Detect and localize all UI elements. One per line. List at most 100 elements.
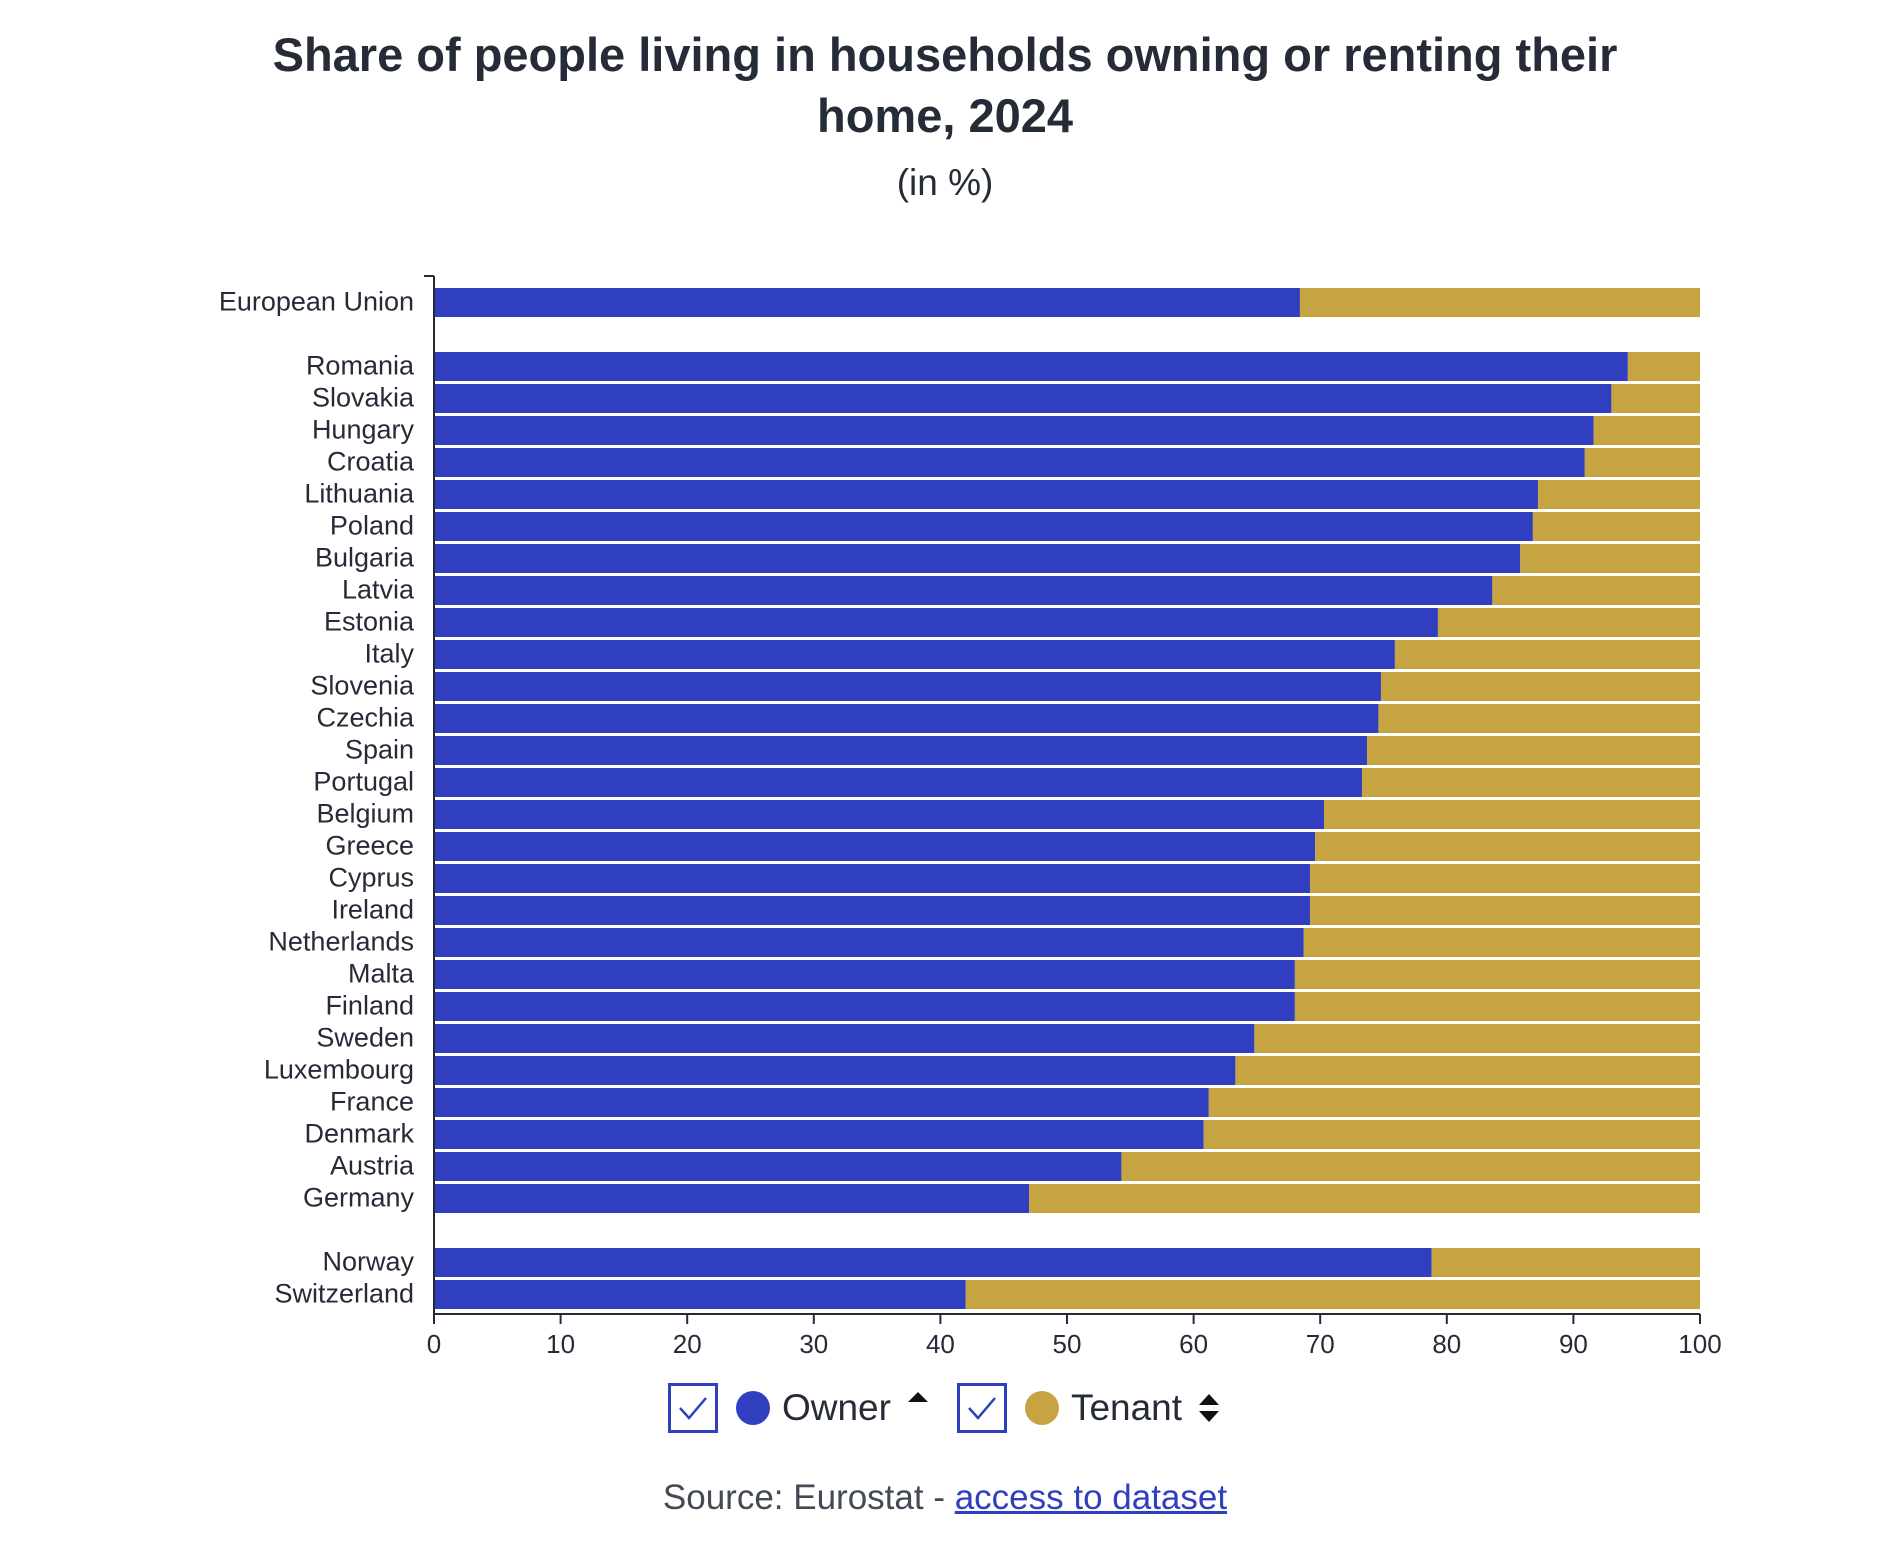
- category-label: Spain: [345, 735, 414, 765]
- bar-owner[interactable]: [434, 640, 1395, 669]
- bar-owner[interactable]: [434, 800, 1324, 829]
- bar-tenant[interactable]: [1315, 832, 1700, 861]
- bar-owner[interactable]: [434, 576, 1493, 605]
- bar-tenant[interactable]: [1323, 800, 1700, 829]
- dataset-link[interactable]: access to dataset: [954, 1478, 1228, 1517]
- category-label: Norway: [322, 1247, 414, 1277]
- x-tick-label: 20: [673, 1329, 702, 1359]
- bar-owner[interactable]: [434, 608, 1438, 637]
- bar-owner[interactable]: [434, 1184, 1030, 1213]
- bar-owner[interactable]: [434, 832, 1316, 861]
- bar-tenant[interactable]: [1361, 768, 1700, 797]
- bar-tenant[interactable]: [1294, 960, 1700, 989]
- bar-owner[interactable]: [434, 1024, 1255, 1053]
- bar-tenant[interactable]: [1303, 928, 1700, 957]
- checkmark-icon: [968, 1397, 996, 1420]
- category-label: Sweden: [316, 1023, 414, 1053]
- bar-tenant[interactable]: [1029, 1184, 1700, 1213]
- bar-owner[interactable]: [434, 704, 1379, 733]
- x-tick-label: 100: [1678, 1329, 1721, 1359]
- bar-tenant[interactable]: [1394, 640, 1700, 669]
- bar-tenant[interactable]: [1121, 1152, 1700, 1181]
- category-label: Finland: [325, 991, 414, 1021]
- bar-tenant[interactable]: [1294, 992, 1700, 1021]
- category-label: Czechia: [316, 703, 415, 733]
- category-label: Poland: [330, 511, 414, 541]
- bar-owner[interactable]: [434, 1152, 1122, 1181]
- bar-owner[interactable]: [434, 928, 1304, 957]
- category-label: Denmark: [304, 1119, 414, 1149]
- bar-owner[interactable]: [434, 384, 1612, 413]
- x-tick-label: 30: [799, 1329, 828, 1359]
- category-label: Slovakia: [312, 383, 415, 413]
- bar-tenant[interactable]: [1492, 576, 1700, 605]
- bar-tenant[interactable]: [965, 1280, 1700, 1309]
- sort-both-icon[interactable]: [1196, 1390, 1222, 1426]
- category-label: France: [330, 1087, 414, 1117]
- bar-tenant[interactable]: [1380, 672, 1700, 701]
- bar-tenant[interactable]: [1627, 352, 1700, 381]
- bar-tenant[interactable]: [1437, 608, 1700, 637]
- bar-owner[interactable]: [434, 288, 1300, 317]
- bar-owner[interactable]: [434, 992, 1295, 1021]
- bar-tenant[interactable]: [1367, 736, 1700, 765]
- bar-owner[interactable]: [434, 352, 1628, 381]
- x-tick-label: 10: [546, 1329, 575, 1359]
- x-tick-label: 70: [1306, 1329, 1335, 1359]
- bar-tenant[interactable]: [1208, 1088, 1700, 1117]
- bar-owner[interactable]: [434, 672, 1381, 701]
- x-tick-label: 80: [1432, 1329, 1461, 1359]
- x-tick-label: 50: [1053, 1329, 1082, 1359]
- bar-tenant[interactable]: [1520, 544, 1700, 573]
- category-label: Croatia: [327, 447, 415, 477]
- bar-owner[interactable]: [434, 416, 1594, 445]
- owner-checkbox[interactable]: [667, 1383, 718, 1433]
- bar-tenant[interactable]: [1584, 448, 1700, 477]
- category-label: Estonia: [324, 607, 415, 637]
- bar-tenant[interactable]: [1532, 512, 1700, 541]
- bar-owner[interactable]: [434, 768, 1362, 797]
- sort-ascending-icon[interactable]: [905, 1390, 931, 1426]
- bar-tenant[interactable]: [1203, 1120, 1700, 1149]
- bar-owner[interactable]: [434, 1056, 1236, 1085]
- bar-tenant[interactable]: [1310, 864, 1700, 893]
- category-label: Belgium: [316, 799, 414, 829]
- bar-owner[interactable]: [434, 480, 1538, 509]
- bar-tenant[interactable]: [1611, 384, 1700, 413]
- stacked-bar-chart: European Union RomaniaSlovakiaHungaryCroa…: [219, 275, 1722, 1359]
- bar-owner[interactable]: [434, 1088, 1209, 1117]
- legend-item-tenant[interactable]: Tenant: [956, 1383, 1222, 1433]
- bar-tenant[interactable]: [1378, 704, 1700, 733]
- category-label: Latvia: [342, 575, 415, 605]
- bar-owner[interactable]: [434, 736, 1368, 765]
- bar-tenant[interactable]: [1593, 416, 1700, 445]
- bar-tenant[interactable]: [1537, 480, 1700, 509]
- category-label: Malta: [348, 959, 415, 989]
- bar-owner[interactable]: [434, 960, 1295, 989]
- bar-owner[interactable]: [434, 896, 1311, 925]
- tenant-checkbox[interactable]: [956, 1383, 1007, 1433]
- bar-owner[interactable]: [434, 512, 1533, 541]
- bar-tenant[interactable]: [1235, 1056, 1700, 1085]
- bar-tenant[interactable]: [1254, 1024, 1700, 1053]
- bar-tenant[interactable]: [1299, 288, 1700, 317]
- bar-owner[interactable]: [434, 448, 1585, 477]
- bar-owner[interactable]: [434, 864, 1311, 893]
- bar-owner[interactable]: [434, 1248, 1432, 1277]
- category-label: Germany: [303, 1183, 415, 1213]
- category-label: Greece: [325, 831, 414, 861]
- bar-tenant[interactable]: [1431, 1248, 1700, 1277]
- category-label: Switzerland: [274, 1279, 414, 1309]
- x-tick-label: 90: [1559, 1329, 1588, 1359]
- bar-owner[interactable]: [434, 1280, 966, 1309]
- bar-owner[interactable]: [434, 544, 1521, 573]
- bar-owner[interactable]: [434, 1120, 1204, 1149]
- category-label: Netherlands: [268, 927, 414, 957]
- category-label: Lithuania: [304, 479, 415, 509]
- category-label: Ireland: [331, 895, 414, 925]
- source-note: Source: Eurostat - access to dataset: [0, 1478, 1890, 1518]
- tenant-color-dot: [1024, 1391, 1059, 1425]
- bar-tenant[interactable]: [1310, 896, 1700, 925]
- legend-item-owner[interactable]: Owner: [667, 1383, 931, 1433]
- tenant-label: Tenant: [1070, 1387, 1183, 1428]
